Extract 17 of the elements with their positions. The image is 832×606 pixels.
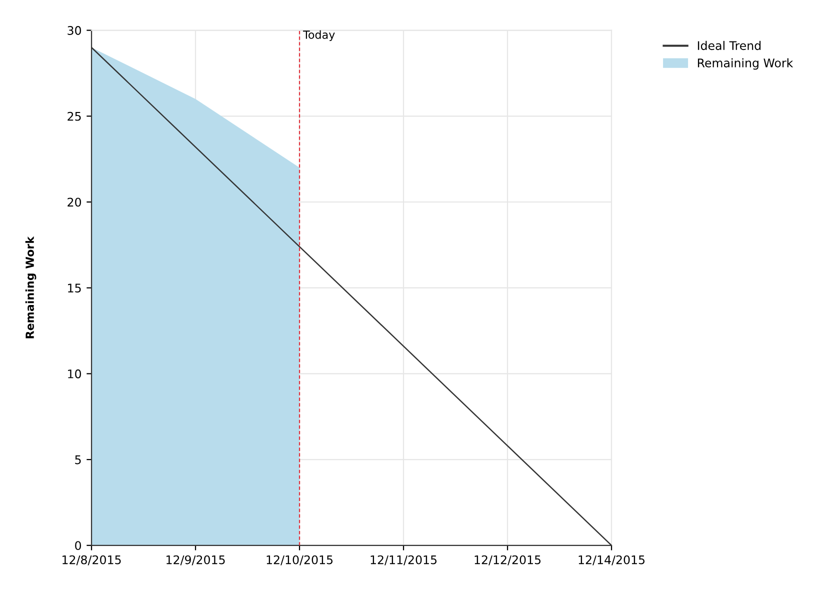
y-axis-title: Remaining Work <box>25 236 36 338</box>
y-tick-label: 10 <box>68 369 82 378</box>
x-tick-label: 12/10/2015 <box>266 555 333 566</box>
ref-line-label: Today <box>303 30 335 42</box>
y-tick-label: 0 <box>75 541 82 550</box>
y-tick-label: 5 <box>75 455 81 464</box>
x-tick-label: 12/8/2015 <box>62 555 121 566</box>
y-tick-label: 20 <box>68 198 82 207</box>
x-tick-label: 12/14/2015 <box>578 555 645 566</box>
y-tick-label: 30 <box>68 26 82 35</box>
x-tick-label: 12/11/2015 <box>370 555 437 566</box>
x-tick-label: 12/9/2015 <box>166 555 225 566</box>
legend-label: Remaining Work <box>698 58 794 70</box>
x-tick-label: 12/12/2015 <box>474 555 541 566</box>
legend-label: Ideal Trend <box>698 40 761 50</box>
y-tick-label: 25 <box>68 112 81 121</box>
y-tick-label: 15 <box>68 284 81 293</box>
